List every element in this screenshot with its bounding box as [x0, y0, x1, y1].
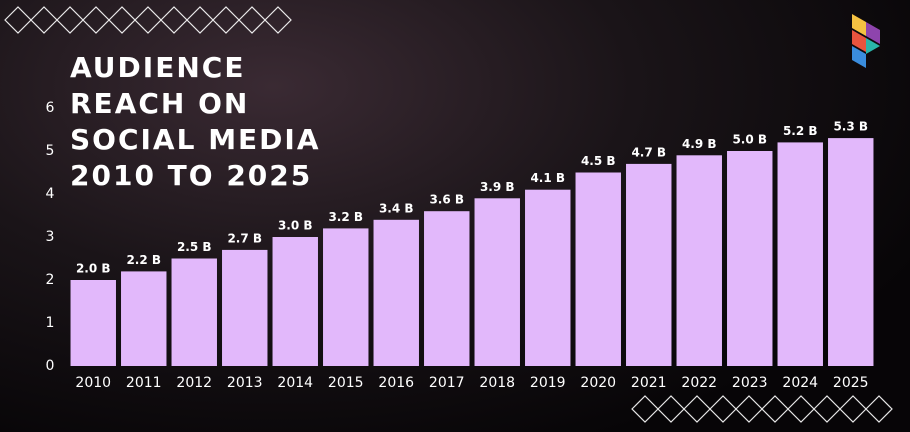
y-tick-label: 4 — [46, 186, 55, 202]
x-tick-label: 2011 — [126, 375, 162, 391]
y-tick-label: 5 — [46, 143, 55, 159]
bar — [424, 211, 470, 366]
x-tick-label: 2014 — [277, 375, 313, 391]
x-tick-label: 2018 — [479, 375, 515, 391]
bar — [272, 237, 318, 366]
value-label: 5.3 B — [833, 120, 868, 134]
x-tick-label: 2025 — [833, 375, 869, 391]
value-label: 3.4 B — [379, 201, 414, 215]
x-tick-label: 2021 — [631, 375, 667, 391]
value-label: 2.5 B — [177, 240, 212, 254]
y-tick-label: 1 — [46, 315, 55, 331]
bar — [828, 138, 874, 366]
value-label: 2.2 B — [126, 253, 161, 267]
bar — [121, 271, 167, 366]
bar — [777, 142, 823, 366]
x-tick-label: 2019 — [530, 375, 566, 391]
bar — [676, 155, 722, 366]
bar — [575, 172, 621, 366]
y-tick-label: 6 — [46, 100, 55, 116]
x-tick-label: 2024 — [782, 375, 818, 391]
value-label: 2.0 B — [76, 262, 111, 276]
bar — [171, 258, 217, 366]
bar — [70, 280, 116, 366]
value-label: 4.1 B — [530, 171, 565, 185]
value-label: 2.7 B — [227, 231, 262, 245]
x-tick-label: 2016 — [378, 375, 414, 391]
bar — [323, 228, 369, 366]
x-tick-label: 2022 — [681, 375, 717, 391]
bar — [626, 163, 672, 366]
value-label: 3.9 B — [480, 180, 515, 194]
y-tick-label: 2 — [46, 272, 55, 288]
x-tick-label: 2013 — [227, 375, 263, 391]
value-label: 3.0 B — [278, 219, 313, 233]
logo — [852, 14, 880, 68]
bar — [373, 219, 419, 366]
chart-title: AUDIENCE REACH ON SOCIAL MEDIA 2010 TO 2… — [70, 51, 321, 192]
y-tick-label: 3 — [46, 229, 55, 245]
value-label: 4.9 B — [682, 137, 717, 151]
x-tick-label: 2017 — [429, 375, 465, 391]
y-tick-label: 0 — [46, 358, 55, 374]
x-tick-label: 2023 — [732, 375, 768, 391]
decoration — [4, 6, 893, 423]
bar — [222, 249, 268, 366]
x-tick-label: 2012 — [176, 375, 212, 391]
value-label: 3.2 B — [328, 210, 363, 224]
bar — [727, 151, 773, 366]
x-tick-label: 2020 — [580, 375, 616, 391]
value-label: 5.2 B — [783, 124, 818, 138]
value-label: 4.7 B — [631, 145, 666, 159]
x-tick-label: 2015 — [328, 375, 364, 391]
value-label: 5.0 B — [732, 133, 767, 147]
value-label: 4.5 B — [581, 154, 616, 168]
bar — [474, 198, 520, 366]
x-tick-label: 2010 — [75, 375, 111, 391]
value-label: 3.6 B — [429, 193, 464, 207]
bar — [525, 189, 571, 366]
